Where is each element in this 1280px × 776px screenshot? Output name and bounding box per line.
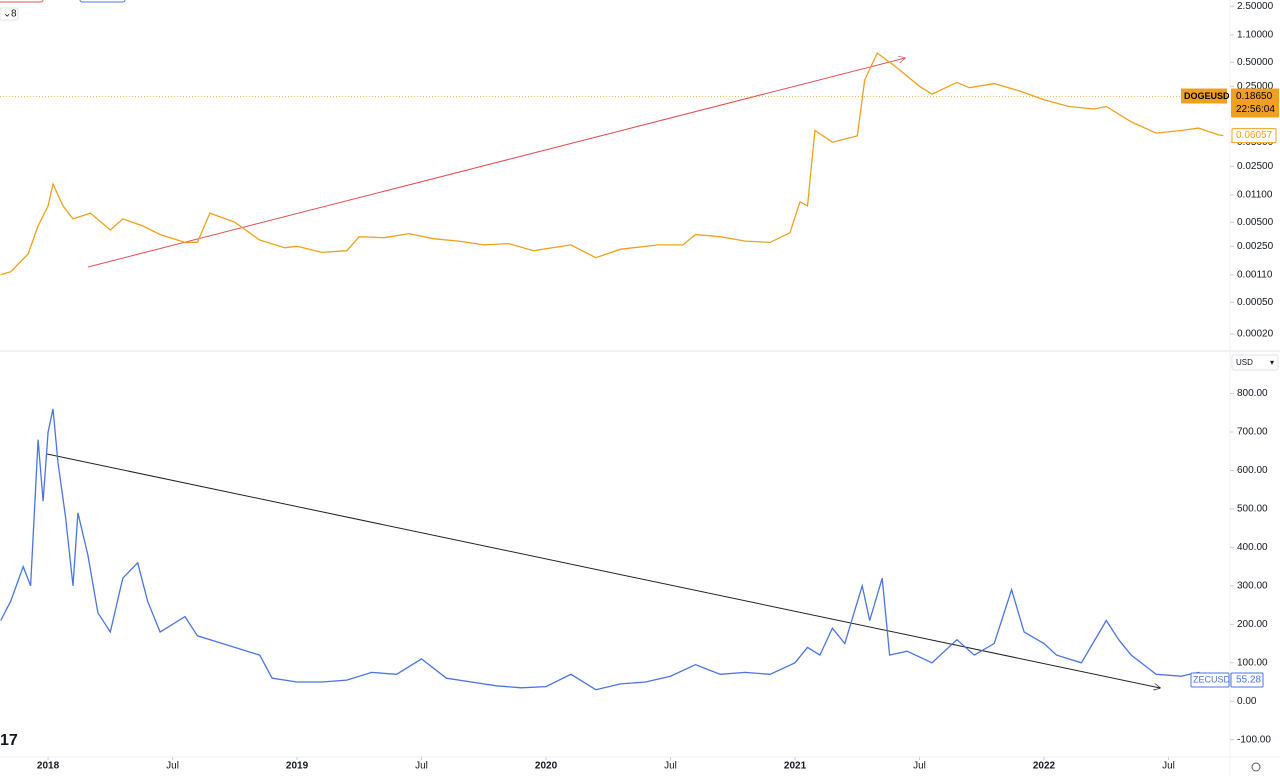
y-tick-label: 1.10000	[1237, 29, 1274, 40]
x-tick-label: Jul	[415, 761, 428, 772]
last-value-tag	[1230, 672, 1264, 688]
y-tick-label: 0.25000	[1237, 81, 1274, 92]
y-tick-label: 600.00	[1237, 465, 1268, 476]
price-line	[0, 52, 1224, 276]
x-tick-label: 2021	[784, 761, 807, 772]
x-tick-label: Jul	[1162, 761, 1175, 772]
y-tick-label: 400.00	[1237, 542, 1268, 553]
last-value-tag	[1231, 128, 1277, 144]
dropdown-icon: ▾	[1270, 358, 1274, 367]
logo: 17	[0, 732, 18, 749]
y-tick-label: 0.00020	[1237, 329, 1274, 340]
y-tick-label: 0.00050	[1237, 297, 1274, 308]
y-tick-label: 0.50000	[1237, 57, 1274, 68]
y-tick-label: 100.00	[1237, 657, 1268, 668]
x-tick-label: Jul	[664, 761, 677, 772]
trend-line	[87, 58, 905, 268]
y-tick-label: 0.00500	[1237, 217, 1274, 228]
legend-tab[interactable]	[79, 0, 126, 3]
y-tick-label: 800.00	[1237, 388, 1268, 399]
price-tag	[1181, 88, 1227, 104]
y-tick-label: 2.50000	[1237, 1, 1274, 12]
x-tick-label: Jul	[166, 761, 179, 772]
price-label: 0.18650	[1236, 91, 1273, 102]
y-tick-label: 0.00110	[1237, 269, 1273, 280]
price-line	[0, 408, 1224, 691]
y-tick-label: 700.00	[1237, 427, 1268, 438]
legend-tab[interactable]	[0, 0, 44, 3]
symbol-tag	[1190, 672, 1230, 688]
x-tick-label: Jul	[913, 761, 926, 772]
x-tick-label: 2022	[1033, 761, 1056, 772]
legend-count: 8	[11, 9, 17, 20]
trend-line	[46, 453, 1160, 688]
settings-icon[interactable]	[1251, 762, 1261, 772]
y-tick-label: 0.00	[1237, 696, 1257, 707]
last-value-label: 0.06057	[1236, 130, 1273, 141]
y-tick-label: 200.00	[1237, 619, 1268, 630]
x-tick-label: 2019	[286, 761, 309, 772]
y-tick-label: 0.00250	[1237, 241, 1274, 252]
x-tick-label: 2020	[535, 761, 558, 772]
y-tick-label: 500.00	[1237, 504, 1268, 515]
collapse-icon: ⌄	[3, 9, 11, 20]
y-tick-label: 0.01100	[1237, 189, 1273, 200]
time-label: 22:56:04	[1236, 104, 1275, 115]
symbol-label: ZECUSD	[1193, 674, 1231, 684]
currency-label: USD	[1236, 358, 1253, 367]
currency-button[interactable]	[1231, 354, 1279, 371]
legend-toggle[interactable]	[0, 7, 19, 21]
last-value-label: 55.28	[1236, 675, 1261, 686]
y-tick-label: 0.02500	[1237, 161, 1274, 172]
symbol-label: DOGEUSD	[1184, 91, 1230, 101]
y-tick-label: 300.00	[1237, 580, 1268, 591]
x-tick-label: 2018	[37, 761, 60, 772]
y-tick-label: -100.00	[1237, 734, 1271, 745]
price-tag	[1231, 88, 1279, 118]
